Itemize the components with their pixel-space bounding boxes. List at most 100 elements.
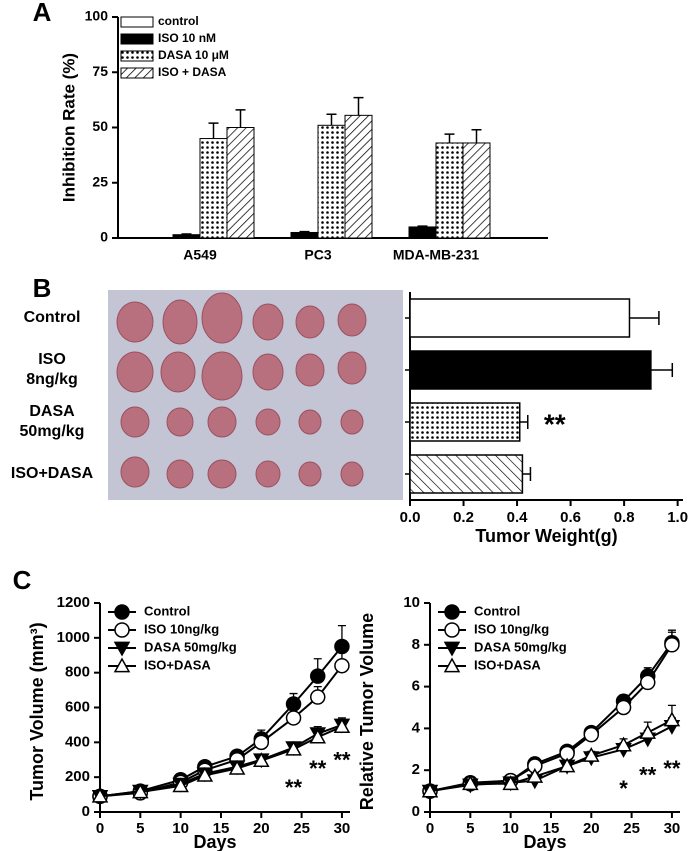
x-tick-label: 0.4 <box>507 509 529 526</box>
legend-marker <box>114 622 130 638</box>
y-tick-label: 25 <box>92 173 108 189</box>
category-label: Control <box>23 309 81 326</box>
line <box>429 642 673 793</box>
marker <box>309 728 327 744</box>
line <box>429 644 673 793</box>
x-tick-label: 0 <box>96 820 104 837</box>
error-bar <box>353 96 364 116</box>
y-axis-title: Inhibition Rate (%) <box>59 53 78 202</box>
marker <box>526 767 544 783</box>
marker <box>639 724 657 739</box>
marker <box>664 637 680 653</box>
error-bar <box>326 113 337 126</box>
y-tick-label: 8 <box>412 636 420 653</box>
x-tick-label: 20 <box>583 820 600 837</box>
y-tick-label: 400 <box>65 733 90 750</box>
legend-label: DASA 50mg/kg <box>474 639 567 654</box>
marker <box>421 782 439 798</box>
error-bar <box>522 467 532 481</box>
marker <box>334 657 350 674</box>
error-bar <box>299 230 310 233</box>
x-axis-title: Tumor Weight(g) <box>475 526 617 546</box>
legend-swatch <box>120 67 154 79</box>
annotation: ** <box>639 762 657 787</box>
legend-marker <box>444 604 460 620</box>
bar <box>408 226 437 239</box>
marker <box>309 668 326 684</box>
y-tick-label: 10 <box>403 594 420 611</box>
x-tick-label: 0.6 <box>560 509 581 526</box>
error-bar <box>444 133 455 143</box>
x-tick-label: 15 <box>543 820 560 837</box>
bar <box>344 114 373 239</box>
legend-label: ISO 10ng/kg <box>474 621 549 636</box>
legend-label: control <box>158 14 199 28</box>
x-tick-label: 5 <box>136 820 144 837</box>
annotation: ** <box>663 756 681 781</box>
panel-label: A <box>33 0 52 27</box>
legend-marker <box>443 641 461 657</box>
annotation: * <box>619 776 628 801</box>
bar <box>409 454 524 494</box>
y-tick-label: 0 <box>100 229 108 245</box>
x-tick-label: 5 <box>466 820 474 837</box>
y-tick-label: 800 <box>65 664 90 681</box>
legend-label: Control <box>144 603 190 618</box>
bar <box>290 231 319 239</box>
bar <box>409 402 521 442</box>
error-bar <box>471 128 482 143</box>
y-tick-label: 4 <box>412 719 421 736</box>
x-tick-label: 10 <box>502 820 519 837</box>
x-tick-label: 1.0 <box>667 509 688 526</box>
x-tick-label: 0.0 <box>400 509 421 526</box>
x-tick-label: 25 <box>623 820 640 837</box>
legend-swatch <box>120 16 154 28</box>
legend-label: ISO 10ng/kg <box>144 621 219 636</box>
y-tick-label: 0 <box>82 803 90 820</box>
bar <box>172 234 201 239</box>
legend-marker <box>444 622 460 638</box>
x-tick-label: 0.8 <box>614 509 635 526</box>
legend-label: Control <box>474 603 520 618</box>
y-tick-label: 1000 <box>57 629 90 646</box>
marker <box>462 775 479 791</box>
marker <box>285 740 302 756</box>
marker <box>228 759 246 775</box>
y-axis-title: Relative Tumor Volume <box>357 613 377 810</box>
marker <box>285 710 302 726</box>
marker <box>309 689 326 705</box>
error-bar <box>417 225 428 227</box>
x-tick-label: 0.2 <box>453 509 474 526</box>
x-axis-title: Days <box>523 832 566 851</box>
error-bar <box>650 363 674 377</box>
x-tick-label: 0 <box>426 820 434 837</box>
y-tick-label: 1200 <box>57 594 90 611</box>
line <box>99 645 343 798</box>
bar <box>435 142 464 239</box>
x-tick-label: MDA-MB-231 <box>393 247 480 263</box>
legend-label: ISO+DASA <box>474 657 541 672</box>
legend-label: ISO 10 nM <box>158 31 216 45</box>
x-tick-label: 20 <box>253 820 270 837</box>
error-bar <box>208 122 219 139</box>
bar <box>462 142 491 239</box>
marker <box>196 766 214 782</box>
marker <box>502 775 519 791</box>
marker <box>558 757 576 773</box>
bar <box>317 124 346 239</box>
annotation: ** <box>309 756 327 781</box>
error-bar <box>181 233 192 235</box>
line <box>99 665 343 798</box>
marker <box>583 747 600 762</box>
bar <box>409 298 631 338</box>
y-tick-label: 50 <box>92 118 108 134</box>
x-tick-label: 25 <box>293 820 310 837</box>
bar <box>199 138 228 239</box>
tumor-photo <box>108 290 403 500</box>
x-tick-label: A549 <box>183 247 217 263</box>
error-bar <box>235 109 246 128</box>
legend-marker <box>113 641 131 657</box>
y-tick-label: 200 <box>65 768 90 785</box>
